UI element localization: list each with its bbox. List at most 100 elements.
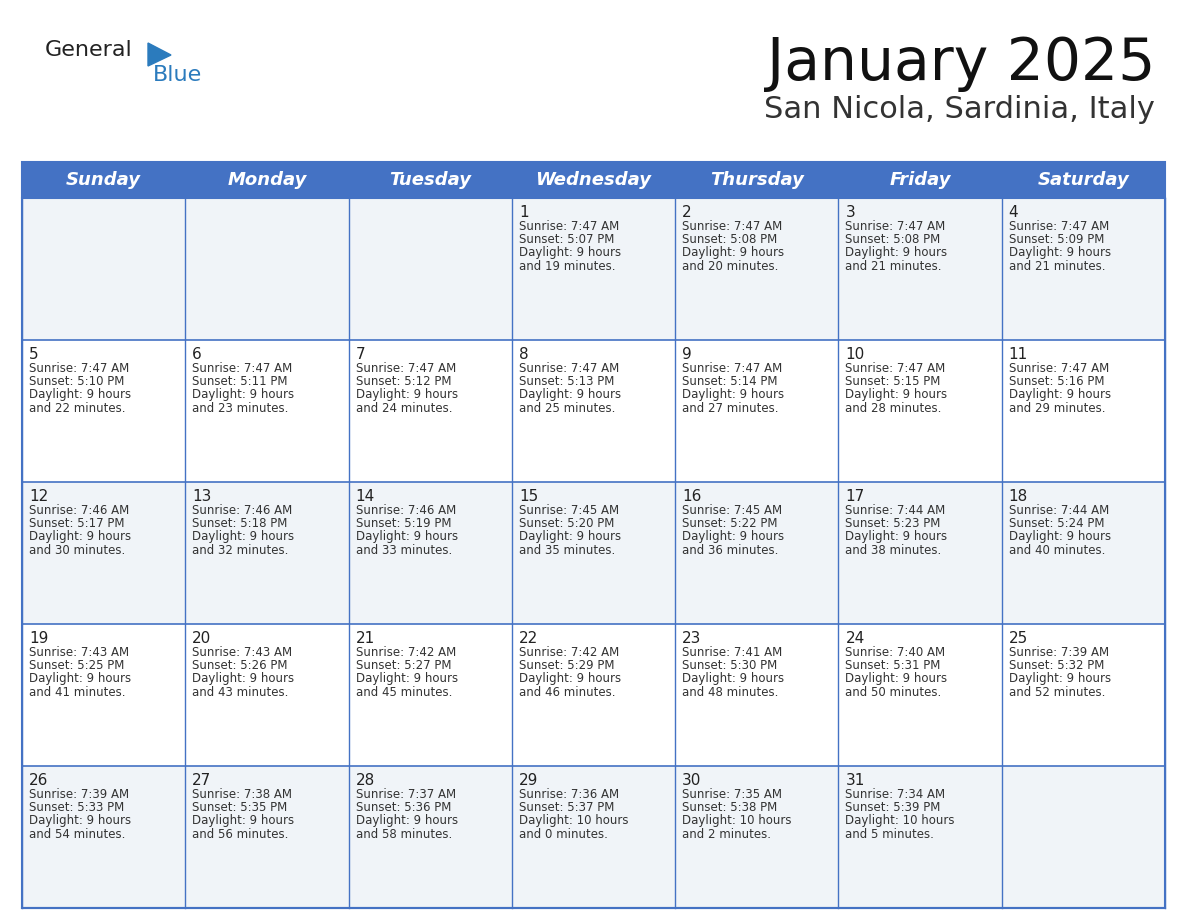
Text: Daylight: 10 hours: Daylight: 10 hours	[846, 814, 955, 827]
Text: 22: 22	[519, 631, 538, 646]
Text: 24: 24	[846, 631, 865, 646]
Text: Sunrise: 7:35 AM: Sunrise: 7:35 AM	[682, 788, 782, 801]
Text: Sunset: 5:10 PM: Sunset: 5:10 PM	[29, 375, 125, 388]
Bar	[23, 162, 1165, 198]
Text: Daylight: 9 hours: Daylight: 9 hours	[1009, 246, 1111, 260]
Text: Friday: Friday	[890, 171, 950, 189]
Text: 30: 30	[682, 773, 702, 788]
Text: Sunrise: 7:47 AM: Sunrise: 7:47 AM	[519, 362, 619, 375]
Text: 26: 26	[29, 773, 49, 788]
Text: 8: 8	[519, 347, 529, 362]
Text: Daylight: 9 hours: Daylight: 9 hours	[519, 672, 621, 686]
Text: Sunrise: 7:47 AM: Sunrise: 7:47 AM	[355, 362, 456, 375]
Text: 6: 6	[192, 347, 202, 362]
Text: and 25 minutes.: and 25 minutes.	[519, 401, 615, 415]
Text: Sunset: 5:38 PM: Sunset: 5:38 PM	[682, 801, 777, 814]
Text: Daylight: 9 hours: Daylight: 9 hours	[846, 388, 948, 401]
Bar	[23, 198, 1165, 340]
Text: 11: 11	[1009, 347, 1028, 362]
Text: Sunset: 5:37 PM: Sunset: 5:37 PM	[519, 801, 614, 814]
Text: Sunrise: 7:36 AM: Sunrise: 7:36 AM	[519, 788, 619, 801]
Text: and 35 minutes.: and 35 minutes.	[519, 543, 615, 556]
Text: Daylight: 9 hours: Daylight: 9 hours	[682, 246, 784, 260]
Text: Sunset: 5:32 PM: Sunset: 5:32 PM	[1009, 659, 1104, 672]
Text: and 30 minutes.: and 30 minutes.	[29, 543, 125, 556]
Text: Sunset: 5:23 PM: Sunset: 5:23 PM	[846, 517, 941, 531]
Bar	[23, 482, 1165, 624]
Text: 19: 19	[29, 631, 49, 646]
Text: and 19 minutes.: and 19 minutes.	[519, 260, 615, 273]
Text: Wednesday: Wednesday	[536, 171, 651, 189]
Text: Daylight: 9 hours: Daylight: 9 hours	[1009, 388, 1111, 401]
Text: Daylight: 9 hours: Daylight: 9 hours	[192, 814, 295, 827]
Text: and 24 minutes.: and 24 minutes.	[355, 401, 453, 415]
Text: 9: 9	[682, 347, 691, 362]
Text: Sunset: 5:35 PM: Sunset: 5:35 PM	[192, 801, 287, 814]
Text: Sunset: 5:17 PM: Sunset: 5:17 PM	[29, 517, 125, 531]
Text: Daylight: 9 hours: Daylight: 9 hours	[846, 531, 948, 543]
Text: Sunset: 5:13 PM: Sunset: 5:13 PM	[519, 375, 614, 388]
Text: Daylight: 9 hours: Daylight: 9 hours	[29, 814, 131, 827]
Text: Daylight: 9 hours: Daylight: 9 hours	[519, 246, 621, 260]
Text: Sunrise: 7:39 AM: Sunrise: 7:39 AM	[1009, 646, 1108, 659]
Text: Sunset: 5:29 PM: Sunset: 5:29 PM	[519, 659, 614, 672]
Text: Thursday: Thursday	[710, 171, 804, 189]
Text: Daylight: 9 hours: Daylight: 9 hours	[192, 531, 295, 543]
Text: Sunset: 5:36 PM: Sunset: 5:36 PM	[355, 801, 451, 814]
Text: Daylight: 10 hours: Daylight: 10 hours	[519, 814, 628, 827]
Text: 16: 16	[682, 489, 702, 504]
Text: and 23 minutes.: and 23 minutes.	[192, 401, 289, 415]
Text: and 0 minutes.: and 0 minutes.	[519, 828, 608, 841]
Text: Sunrise: 7:44 AM: Sunrise: 7:44 AM	[1009, 504, 1108, 517]
Text: and 48 minutes.: and 48 minutes.	[682, 686, 778, 699]
Text: Sunrise: 7:47 AM: Sunrise: 7:47 AM	[1009, 362, 1108, 375]
Text: Daylight: 9 hours: Daylight: 9 hours	[355, 388, 457, 401]
Text: Sunrise: 7:46 AM: Sunrise: 7:46 AM	[355, 504, 456, 517]
Text: Daylight: 9 hours: Daylight: 9 hours	[682, 672, 784, 686]
Text: 27: 27	[192, 773, 211, 788]
Text: 21: 21	[355, 631, 375, 646]
Text: and 5 minutes.: and 5 minutes.	[846, 828, 934, 841]
Text: and 36 minutes.: and 36 minutes.	[682, 543, 778, 556]
Text: Sunset: 5:22 PM: Sunset: 5:22 PM	[682, 517, 778, 531]
Text: Daylight: 9 hours: Daylight: 9 hours	[846, 672, 948, 686]
Text: 4: 4	[1009, 205, 1018, 220]
Text: Sunrise: 7:47 AM: Sunrise: 7:47 AM	[519, 220, 619, 233]
Text: Sunset: 5:31 PM: Sunset: 5:31 PM	[846, 659, 941, 672]
Text: 31: 31	[846, 773, 865, 788]
Text: General: General	[45, 40, 133, 60]
Text: 13: 13	[192, 489, 211, 504]
Text: Sunrise: 7:34 AM: Sunrise: 7:34 AM	[846, 788, 946, 801]
Text: Sunrise: 7:45 AM: Sunrise: 7:45 AM	[519, 504, 619, 517]
Text: Sunrise: 7:40 AM: Sunrise: 7:40 AM	[846, 646, 946, 659]
Text: Sunset: 5:16 PM: Sunset: 5:16 PM	[1009, 375, 1104, 388]
Text: Daylight: 9 hours: Daylight: 9 hours	[846, 246, 948, 260]
Text: and 52 minutes.: and 52 minutes.	[1009, 686, 1105, 699]
Text: 10: 10	[846, 347, 865, 362]
Bar	[23, 162, 1165, 908]
Text: Sunset: 5:33 PM: Sunset: 5:33 PM	[29, 801, 125, 814]
Text: and 50 minutes.: and 50 minutes.	[846, 686, 942, 699]
Text: 28: 28	[355, 773, 375, 788]
Text: Sunrise: 7:47 AM: Sunrise: 7:47 AM	[682, 362, 783, 375]
Text: Sunrise: 7:44 AM: Sunrise: 7:44 AM	[846, 504, 946, 517]
Text: 14: 14	[355, 489, 375, 504]
Text: Monday: Monday	[227, 171, 307, 189]
Text: and 46 minutes.: and 46 minutes.	[519, 686, 615, 699]
Text: Daylight: 9 hours: Daylight: 9 hours	[29, 388, 131, 401]
Text: Daylight: 9 hours: Daylight: 9 hours	[355, 672, 457, 686]
Text: Sunrise: 7:43 AM: Sunrise: 7:43 AM	[192, 646, 292, 659]
Polygon shape	[148, 43, 171, 66]
Text: Daylight: 9 hours: Daylight: 9 hours	[355, 814, 457, 827]
Text: Sunrise: 7:41 AM: Sunrise: 7:41 AM	[682, 646, 783, 659]
Text: Daylight: 9 hours: Daylight: 9 hours	[192, 672, 295, 686]
Text: 15: 15	[519, 489, 538, 504]
Text: Daylight: 9 hours: Daylight: 9 hours	[29, 531, 131, 543]
Text: and 33 minutes.: and 33 minutes.	[355, 543, 451, 556]
Text: Sunset: 5:07 PM: Sunset: 5:07 PM	[519, 233, 614, 246]
Text: Sunset: 5:27 PM: Sunset: 5:27 PM	[355, 659, 451, 672]
Text: Sunrise: 7:46 AM: Sunrise: 7:46 AM	[29, 504, 129, 517]
Text: Sunrise: 7:38 AM: Sunrise: 7:38 AM	[192, 788, 292, 801]
Text: 7: 7	[355, 347, 365, 362]
Text: Saturday: Saturday	[1037, 171, 1130, 189]
